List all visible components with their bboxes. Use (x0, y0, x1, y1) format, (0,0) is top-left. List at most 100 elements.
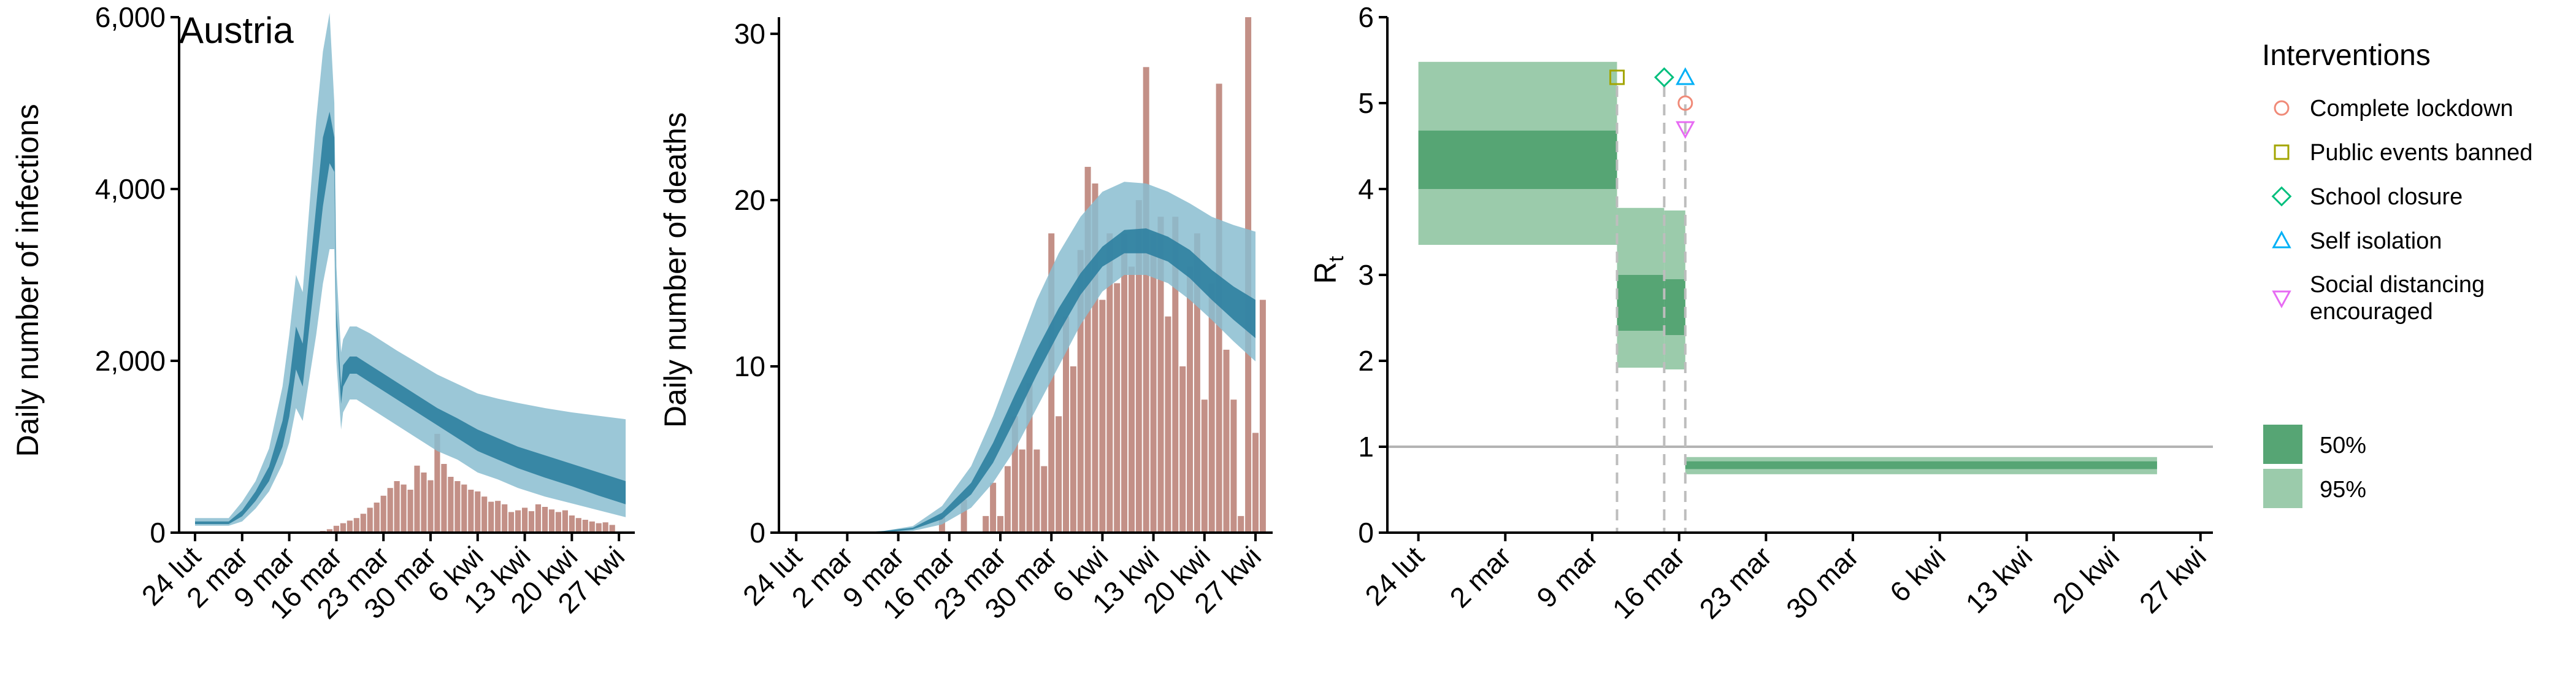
band-95 (796, 182, 1255, 533)
data-bar (502, 504, 508, 533)
legend-swatch (2263, 469, 2302, 508)
y-tick-label: 2 (1358, 345, 1374, 377)
y-axis-label: Daily number of infections (10, 104, 45, 457)
legend-marker (2272, 230, 2291, 249)
data-bar (1252, 433, 1259, 533)
data-bar (1259, 299, 1266, 533)
data-bar (427, 480, 434, 533)
y-tick-label: 0 (150, 517, 166, 549)
data-bar (414, 465, 420, 533)
x-tick-label: 24 lut (1359, 540, 1430, 611)
y-tick-label: 6 (1358, 1, 1374, 33)
intervention-marker (1609, 69, 1625, 85)
data-bar (347, 520, 353, 533)
x-tick-label: 16 mar (1606, 540, 1691, 625)
data-bar (535, 504, 542, 533)
data-bar (387, 488, 393, 533)
data-bar (596, 523, 602, 533)
data-bar (1048, 233, 1055, 533)
legend: Interventions Complete lockdown Public ev… (2262, 39, 2532, 508)
data-bar (333, 525, 339, 533)
x-tick-label: 9 mar (1530, 540, 1604, 614)
data-bar (542, 507, 548, 533)
data-bar (1077, 250, 1084, 533)
data-bar (394, 481, 400, 533)
intervention-marker (1676, 67, 1695, 85)
intervention-marker (1654, 67, 1674, 88)
data-bar (1165, 316, 1171, 533)
data-bar (1143, 67, 1149, 533)
band-50 (796, 228, 1255, 533)
data-bar (602, 522, 608, 533)
data-bar (488, 501, 494, 533)
y-tick-label: 10 (734, 350, 765, 382)
data-bar (562, 510, 568, 533)
data-bar (421, 473, 427, 533)
y-tick-label: 2,000 (95, 345, 166, 377)
data-bar (1179, 366, 1186, 533)
intervention-marker (1677, 95, 1693, 111)
data-bar (589, 521, 595, 533)
data-bar (380, 495, 386, 533)
data-bar (401, 484, 407, 533)
data-bar (569, 515, 575, 533)
data-bar (1063, 316, 1069, 533)
x-tick-label: 30 mar (1780, 540, 1865, 625)
data-bar (475, 491, 481, 533)
data-bar (1135, 200, 1142, 533)
x-tick-label: 27 kwi (2133, 540, 2212, 619)
band-50 (195, 112, 626, 524)
legend-label: Self isolation (2310, 228, 2442, 254)
data-bar (1026, 383, 1033, 533)
y-axis-label: Rt (1308, 256, 1348, 284)
data-bar (1172, 217, 1179, 533)
legend-label: Social distancing (2310, 272, 2485, 298)
data-bar (960, 499, 967, 533)
data-bar (434, 434, 440, 533)
y-axis-label-subscript: t (1325, 256, 1348, 262)
y-axis-label: Daily number of deaths (658, 112, 692, 428)
data-bar (1121, 233, 1128, 533)
data-bar (555, 512, 561, 533)
data-bar (353, 518, 359, 533)
data-bar (528, 511, 535, 533)
legend-label: Complete lockdown (2310, 96, 2513, 122)
data-bar (340, 523, 346, 533)
data-bar (441, 464, 447, 533)
data-bar (1070, 366, 1076, 533)
legend-marker (2274, 144, 2290, 160)
legend-label: School closure (2310, 184, 2463, 210)
data-bar (407, 490, 413, 533)
data-bar (1019, 449, 1025, 533)
data-bar (1187, 266, 1193, 533)
y-tick-label: 0 (1358, 517, 1374, 549)
y-tick-label: 4 (1358, 173, 1374, 205)
data-bar (360, 514, 366, 533)
data-bar (374, 503, 380, 533)
legend-marker (2271, 186, 2292, 207)
data-bar (575, 518, 581, 533)
y-tick-label: 0 (749, 517, 765, 549)
x-tick-label: 20 kwi (2046, 540, 2125, 619)
legend-marker (2272, 290, 2291, 309)
data-bar (548, 509, 555, 533)
y-tick-label: 4,000 (95, 173, 166, 205)
data-bar (1056, 416, 1062, 533)
data-bar (367, 507, 373, 533)
y-tick-label: 30 (734, 18, 765, 50)
data-bar (1004, 466, 1011, 533)
rt-band-50 (1617, 275, 1665, 331)
legend-swatch (2263, 425, 2302, 464)
data-bar (448, 477, 454, 533)
rt-band-50 (1664, 279, 1685, 335)
intervention-marker (1676, 121, 1695, 139)
data-bar (508, 512, 515, 533)
y-tick-label: 6,000 (95, 1, 166, 33)
chart-title: Austria (179, 10, 294, 51)
data-bar (1129, 266, 1135, 533)
data-bar (1194, 233, 1200, 533)
rt-band-50 (1685, 461, 2157, 469)
x-tick-label: 2 mar (1443, 540, 1517, 614)
data-bar (1099, 299, 1106, 533)
